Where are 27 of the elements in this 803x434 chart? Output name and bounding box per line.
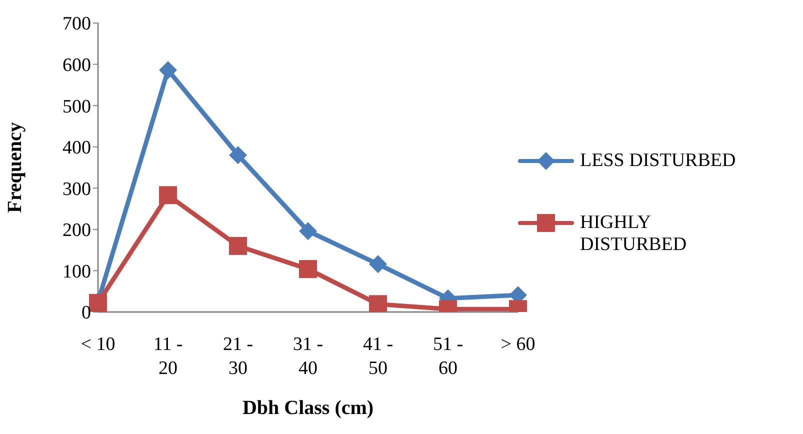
y-tick-label: 300 (62, 178, 91, 200)
y-axis-title: Frequency (4, 122, 26, 213)
x-tick-label: 11 - 20 (153, 334, 183, 379)
point (159, 61, 177, 80)
point (299, 222, 317, 240)
x-tick-label: < 10 (80, 334, 116, 355)
x-tick-label: 41 - 50 (362, 334, 394, 379)
y-tick-label: 600 (62, 55, 91, 76)
point (229, 236, 247, 255)
x-tick-label: > 60 (500, 334, 536, 355)
y-tick-label: 500 (62, 96, 91, 118)
x-axis-title: Dbh Class (cm) (242, 397, 374, 419)
x-tick-label: 31 - 40 (292, 334, 324, 379)
y-tick-label: 0 (82, 302, 91, 324)
x-tick-label: 51 - 60 (432, 334, 464, 379)
y-tick-label: 700 (62, 14, 91, 35)
legend-label: LESS DISTURBED (580, 150, 737, 172)
point (369, 255, 387, 274)
legend-label: HIGHLY DISTURBED (580, 212, 688, 256)
point (159, 186, 177, 204)
y-tick-label: 200 (62, 220, 91, 242)
y-tick-label: 400 (62, 138, 91, 159)
point (369, 295, 387, 312)
point (229, 146, 247, 164)
y-tick-label: 100 (62, 261, 91, 282)
x-tick-label: 21 - 30 (222, 334, 254, 379)
point (299, 260, 317, 278)
